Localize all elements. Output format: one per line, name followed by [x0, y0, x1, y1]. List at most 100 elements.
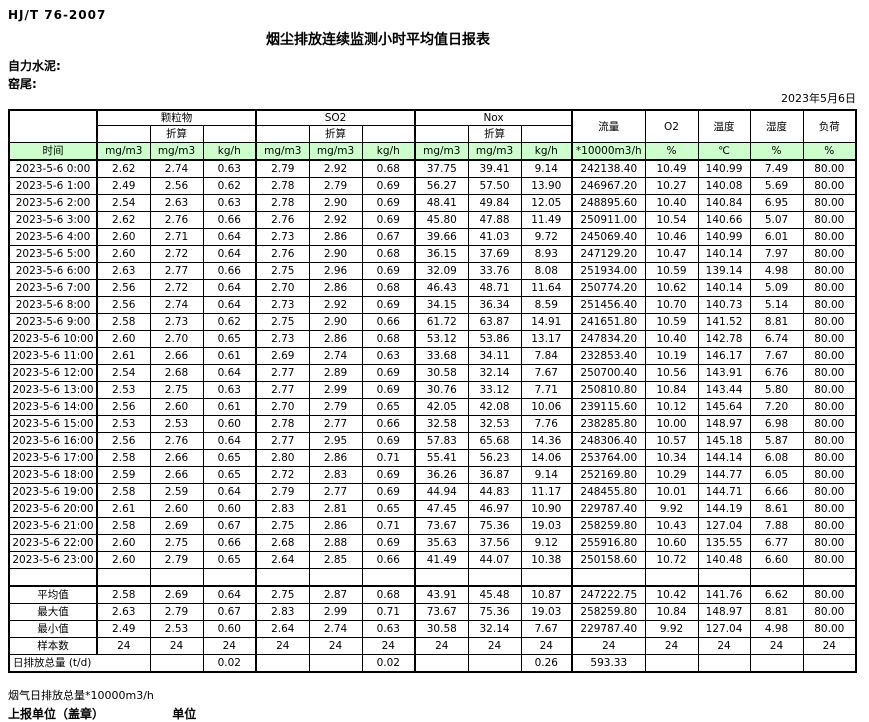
value-cell: 36.15 — [414, 245, 469, 263]
value-cell: 34.11 — [467, 347, 522, 365]
time-cell: 2023-5-6 16:00 — [8, 432, 98, 450]
value-cell: 0.63 — [202, 194, 258, 212]
value-cell: 11.49 — [520, 211, 574, 229]
value-cell: 2.79 — [308, 177, 363, 195]
value-cell: 0.63 — [202, 159, 258, 178]
value-cell: 0.65 — [361, 500, 417, 518]
value-cell: 0.69 — [361, 381, 417, 399]
unit-header: mg/m3 — [149, 142, 204, 161]
value-cell: 2.92 — [308, 159, 363, 178]
value-cell: 2.61 — [96, 500, 151, 518]
unit-header: mg/m3 — [467, 142, 522, 161]
value-cell: 2.76 — [255, 211, 310, 229]
blank-cell — [802, 568, 857, 587]
value-cell: 8.93 — [520, 245, 574, 263]
value-cell: 2.76 — [149, 432, 204, 450]
table-row: 2023-5-6 7:00 2.56 2.72 0.64 2.70 2.86 0.68 46.… — [8, 279, 857, 297]
value-cell: 229787.40 — [571, 500, 646, 518]
value-cell: 2.56 — [96, 279, 151, 297]
value-cell: 0.60 — [202, 500, 258, 518]
daily-total-cell: 0.02 — [361, 654, 417, 673]
value-cell: 2.72 — [255, 466, 310, 484]
value-cell: 2.53 — [149, 415, 204, 433]
value-cell: 9.72 — [520, 228, 574, 246]
site-label: 窑尾: — [8, 77, 37, 91]
value-cell: 0.69 — [361, 262, 417, 280]
summary-value-cell: 75.36 — [467, 603, 522, 621]
value-cell: 13.90 — [520, 177, 574, 195]
value-cell: 0.67 — [361, 228, 417, 246]
value-cell: 7.97 — [749, 245, 804, 263]
daily-total-cell: 0.26 — [520, 654, 574, 673]
value-cell: 252169.80 — [571, 466, 646, 484]
value-cell: 80.00 — [802, 483, 857, 501]
value-cell: 250774.20 — [571, 279, 646, 297]
time-cell: 2023-5-6 20:00 — [8, 500, 98, 518]
value-cell: 14.91 — [520, 313, 574, 331]
time-corner-cell — [8, 109, 98, 143]
blank-cell — [308, 568, 363, 587]
table-row: 2023-5-6 2:00 2.54 2.63 0.63 2.78 2.90 0.69 48.… — [8, 194, 857, 212]
value-cell: 2.58 — [96, 313, 151, 331]
value-cell: 247834.20 — [571, 330, 646, 348]
value-cell: 248895.60 — [571, 194, 646, 212]
value-cell: 9.12 — [520, 534, 574, 552]
conv-header-so2: 折算 — [308, 125, 363, 143]
unit-header: mg/m3 — [96, 142, 151, 161]
time-cell: 2023-5-6 3:00 — [8, 211, 98, 229]
conversion-header-row: 折算 折算 折算 — [9, 125, 856, 143]
table-row: 2023-5-6 12:00 2.54 2.68 0.64 2.77 2.89 0.69 30… — [8, 364, 857, 382]
table-row: 2023-5-6 23:00 2.60 2.79 0.65 2.64 2.85 0.66 41… — [8, 551, 857, 569]
value-cell: 63.87 — [467, 313, 522, 331]
summary-value-cell: 2.49 — [96, 620, 151, 638]
report-date: 2023年5月6日 — [781, 92, 856, 105]
value-cell: 39.66 — [414, 228, 469, 246]
page-title: 烟尘排放连续监测小时平均值日报表 — [266, 32, 490, 48]
daily-total-row: 日排放总量 (t/d) 0.02 0.02 0.26 593.33 — [8, 654, 857, 673]
report-unit-label: 上报单位（盖章） — [8, 707, 105, 721]
value-cell: 32.58 — [414, 415, 469, 433]
value-cell: 2.77 — [308, 415, 363, 433]
blank-cell — [644, 568, 699, 587]
value-cell: 2.59 — [96, 466, 151, 484]
summary-value-cell: 24 — [644, 637, 699, 655]
summary-value-cell: 141.76 — [697, 585, 751, 604]
value-cell: 2.86 — [308, 330, 363, 348]
value-cell: 5.09 — [749, 279, 804, 297]
value-cell: 2.78 — [255, 415, 310, 433]
blank-cell — [520, 125, 574, 143]
summary-value-cell: 45.48 — [467, 585, 522, 604]
value-cell: 0.61 — [202, 347, 258, 365]
value-cell: 6.08 — [749, 449, 804, 467]
blank-cell — [96, 568, 151, 587]
value-cell: 2.77 — [255, 364, 310, 382]
value-cell: 250810.80 — [571, 381, 646, 399]
value-cell: 2.92 — [308, 296, 363, 314]
table-row: 2023-5-6 11:00 2.61 2.66 0.61 2.69 2.74 0.63 33… — [8, 347, 857, 365]
blank-cell — [414, 568, 469, 587]
value-cell: 10.40 — [644, 330, 699, 348]
summary-value-cell: 2.83 — [255, 603, 310, 621]
summary-value-cell: 148.97 — [697, 603, 751, 621]
daily-total-cell — [467, 654, 522, 673]
group-header-so2: SO2 — [255, 109, 417, 126]
value-cell: 2.59 — [149, 483, 204, 501]
value-cell: 80.00 — [802, 415, 857, 433]
value-cell: 2.75 — [149, 534, 204, 552]
time-cell: 2023-5-6 8:00 — [8, 296, 98, 314]
value-cell: 2.62 — [96, 159, 151, 178]
table-row: 2023-5-6 6:00 2.63 2.77 0.66 2.75 2.96 0.69 32.… — [8, 262, 857, 280]
value-cell: 2.71 — [149, 228, 204, 246]
summary-label-cell: 最大值 — [8, 603, 98, 621]
value-cell: 30.58 — [414, 364, 469, 382]
value-cell: 0.69 — [361, 211, 417, 229]
time-cell: 2023-5-6 12:00 — [8, 364, 98, 382]
value-cell: 53.12 — [414, 330, 469, 348]
value-cell: 0.69 — [361, 432, 417, 450]
summary-value-cell: 32.14 — [467, 620, 522, 638]
summary-value-cell: 2.69 — [149, 585, 204, 604]
value-cell: 2.74 — [149, 159, 204, 178]
value-cell: 0.66 — [361, 313, 417, 331]
value-cell: 80.00 — [802, 228, 857, 246]
